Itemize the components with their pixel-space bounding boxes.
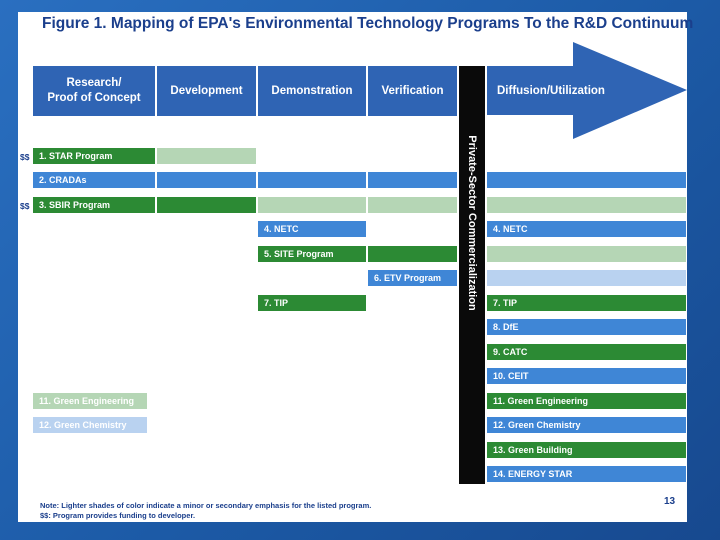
header-research-line2: Proof of Concept [47, 92, 141, 104]
footnote: Note: Lighter shades of color indicate a… [40, 501, 371, 521]
bar-site-verification [368, 246, 457, 262]
bar-dfe-diffusion: 8. DfE [487, 319, 686, 335]
figure-title: Figure 1. Mapping of EPA's Environmental… [42, 15, 694, 32]
bar-netc-diffusion: 4. NETC [487, 221, 686, 237]
bar-catc-diffusion: 9. CATC [487, 344, 686, 360]
bar-cradas-diffusion [487, 172, 686, 188]
bar-green-chemistry-diffusion: 12. Green Chemistry [487, 417, 686, 433]
funding-marker-sbir: $$ [20, 201, 30, 211]
diffusion-arrow-shape [487, 42, 687, 139]
bar-cradas-development [157, 172, 256, 188]
bar-green-engineering-diffusion: 11. Green Engineering [487, 393, 686, 409]
bar-site-demonstration: 5. SITE Program [258, 246, 366, 262]
bar-sbir-development [157, 197, 256, 213]
footnote-line2: $$: Program provides funding to develope… [40, 511, 196, 520]
bar-site-diffusion [487, 246, 686, 262]
header-diffusion: Diffusion/Utilization [497, 84, 605, 97]
bar-tip-demonstration: 7. TIP [258, 295, 366, 311]
bar-green-building-diffusion: 13. Green Building [487, 442, 686, 458]
bar-cradas-research: 2. CRADAs [33, 172, 155, 188]
header-research-line1: Research/ [66, 77, 122, 89]
bar-star-research: 1. STAR Program [33, 148, 155, 164]
bar-ceit-diffusion: 10. CEIT [487, 368, 686, 384]
header-demonstration: Demonstration [258, 66, 366, 116]
bar-sbir-research: 3. SBIR Program [33, 197, 155, 213]
header-verification: Verification [368, 66, 457, 116]
commercialization-label: Private-Sector Commercialization [466, 135, 478, 311]
bar-etv-verification: 6. ETV Program [368, 270, 457, 286]
bar-sbir-diffusion [487, 197, 686, 213]
commercialization-bar [459, 66, 485, 484]
bar-netc-demonstration: 4. NETC [258, 221, 366, 237]
bar-energy-star-diffusion: 14. ENERGY STAR [487, 466, 686, 482]
page-number: 13 [664, 496, 676, 507]
diffusion-arrow [487, 42, 687, 139]
footnote-line1: Note: Lighter shades of color indicate a… [40, 501, 372, 510]
bar-sbir-demonstration [258, 197, 366, 213]
bar-sbir-verification [368, 197, 457, 213]
bar-tip-diffusion: 7. TIP [487, 295, 686, 311]
bar-cradas-demonstration [258, 172, 366, 188]
bar-cradas-verification [368, 172, 457, 188]
funding-marker-star: $$ [20, 152, 30, 162]
header-research: Research/ Proof of Concept [33, 66, 155, 116]
bar-green-engineering-research: 11. Green Engineering [33, 393, 147, 409]
bar-star-development [157, 148, 256, 164]
header-development: Development [157, 66, 256, 116]
bar-etv-diffusion [487, 270, 686, 286]
bar-green-chemistry-research: 12. Green Chemistry [33, 417, 147, 433]
